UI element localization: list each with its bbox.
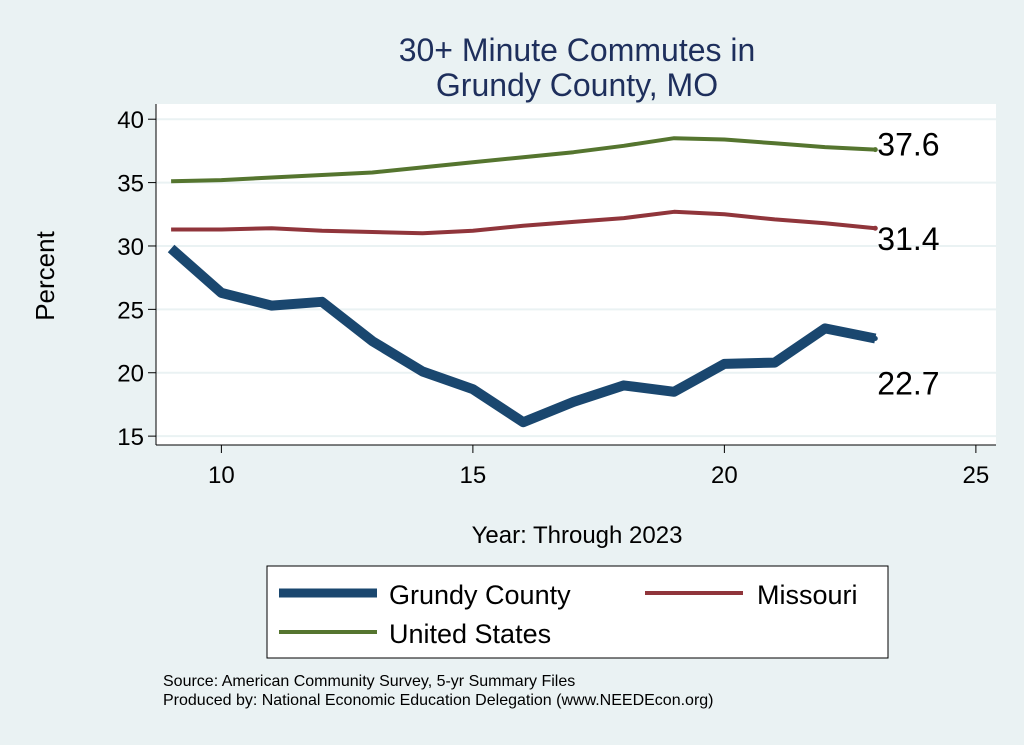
- end-label-united-states: 37.6: [877, 127, 939, 163]
- end-labels: 22.7 31.4 37.6: [877, 127, 939, 402]
- end-label-grundy-county: 22.7: [877, 366, 939, 402]
- series-line-missouri: [171, 209, 876, 236]
- legend: Grundy County Missouri United States: [266, 565, 889, 659]
- axes: [155, 104, 996, 446]
- x-tick-label-20: 20: [711, 462, 738, 489]
- legend-label-grundy-county: Grundy County: [389, 580, 571, 610]
- y-axis-ticks: 15 20 25 30 35 40: [117, 107, 156, 451]
- series-end-point-united-states: [872, 147, 878, 153]
- y-tick-label-40: 40: [117, 107, 144, 134]
- legend-label-missouri: Missouri: [757, 580, 858, 610]
- y-tick-label-30: 30: [117, 234, 144, 261]
- legend-box: [266, 565, 889, 659]
- chart-title-line-1: 30+ Minute Commutes in: [399, 32, 756, 68]
- chart-title-line-2: Grundy County, MO: [436, 67, 718, 103]
- y-tick-label-35: 35: [117, 171, 144, 198]
- series-end-point-missouri: [872, 225, 878, 231]
- series-line-grundy-county: [167, 244, 877, 428]
- y-tick-label-25: 25: [117, 297, 144, 324]
- series-end-point-grundy-county: [872, 336, 878, 342]
- end-label-missouri: 31.4: [877, 221, 939, 257]
- series-line-united-states: [171, 136, 876, 184]
- data-series: [167, 136, 878, 428]
- legend-label-united-states: United States: [389, 619, 551, 649]
- y-tick-label-20: 20: [117, 361, 144, 388]
- plot-area: [156, 104, 996, 445]
- gridlines: [156, 118, 996, 438]
- y-axis-label: Percent: [30, 230, 60, 320]
- x-axis-ticks: 10 15 20 25: [208, 445, 989, 489]
- footer-source: Source: American Community Survey, 5-yr …: [163, 673, 576, 690]
- x-axis-label: Year: Through 2023: [472, 522, 683, 549]
- x-tick-label-15: 15: [460, 462, 487, 489]
- x-tick-label-25: 25: [963, 462, 990, 489]
- x-tick-label-10: 10: [208, 462, 235, 489]
- footer-produced-by: Produced by: National Economic Education…: [163, 692, 714, 709]
- y-tick-label-15: 15: [117, 424, 144, 451]
